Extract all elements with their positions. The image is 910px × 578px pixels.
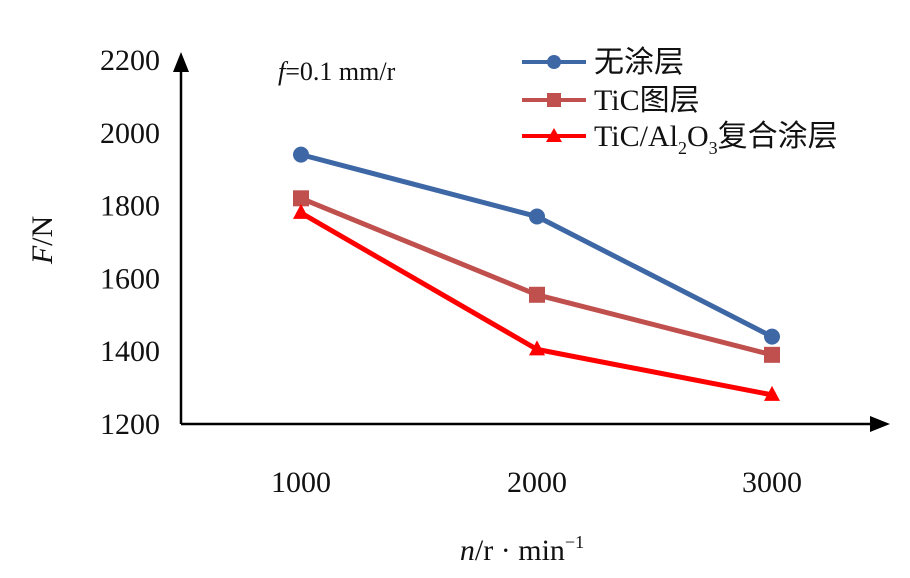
- legend-marker-tic: [547, 93, 561, 107]
- x-axis-arrow-icon: [870, 416, 890, 432]
- data-point-uncoated: [529, 208, 545, 225]
- data-point-uncoated: [764, 328, 780, 345]
- series-layer: [293, 146, 780, 401]
- y-tick-label: 1400: [100, 335, 160, 368]
- legend: 无涂层 TiC图层 TiC/Al2O3复合涂层: [522, 46, 838, 158]
- legend-label-composite-sub1: 2: [678, 138, 687, 158]
- y-tick-label: 2000: [100, 117, 160, 150]
- data-point-composite: [293, 203, 309, 219]
- y-tick-label: 1200: [100, 408, 160, 441]
- legend-marker-composite: [546, 128, 562, 142]
- data-point-composite: [529, 340, 545, 356]
- legend-label-composite: TiC/Al2O3复合涂层: [594, 120, 838, 158]
- x-axis-label: n/r · min−1: [460, 532, 584, 567]
- data-point-uncoated: [293, 146, 309, 163]
- y-axis-unit: /N: [26, 216, 59, 246]
- legend-label-composite-sub2: 3: [709, 138, 718, 158]
- legend-label-uncoated: 无涂层: [594, 46, 684, 79]
- series-line-uncoated: [300, 152, 774, 339]
- feed-annotation-var: f: [278, 57, 289, 86]
- legend-label-tic: TiC图层: [594, 84, 700, 117]
- feed-annotation-rest: =0.1 mm/r: [285, 57, 395, 86]
- x-tick-label: 1000: [271, 466, 331, 499]
- x-tick-label: 2000: [507, 466, 567, 499]
- x-axis-unit: /r · min: [475, 534, 565, 567]
- legend-marker-uncoated: [547, 55, 561, 69]
- feed-annotation: f=0.1 mm/r: [278, 57, 396, 86]
- series-line-composite: [299, 210, 773, 398]
- y-tick-label: 2200: [100, 44, 160, 77]
- y-axis-arrow-icon: [173, 52, 189, 72]
- legend-label-composite-e: 复合涂层: [718, 120, 838, 153]
- y-tick-labels: 2200 2000 1800 1600 1400 1200: [100, 44, 160, 441]
- data-point-composite: [764, 385, 780, 401]
- y-axis-label: F/N: [26, 216, 59, 265]
- legend-label-composite-c: O: [687, 120, 709, 153]
- x-tick-labels: 1000 2000 3000: [271, 466, 802, 499]
- x-tick-label: 3000: [742, 466, 802, 499]
- y-tick-label: 1800: [100, 190, 160, 223]
- y-axis-var: F: [26, 245, 59, 265]
- data-point-tic: [529, 286, 545, 303]
- data-point-tic: [764, 346, 780, 363]
- data-point-tic: [293, 190, 309, 207]
- y-tick-label: 1600: [100, 262, 160, 295]
- x-axis-sup: −1: [565, 532, 584, 552]
- legend-label-composite-a: TiC/Al: [594, 120, 678, 153]
- x-axis-var: n: [460, 534, 475, 567]
